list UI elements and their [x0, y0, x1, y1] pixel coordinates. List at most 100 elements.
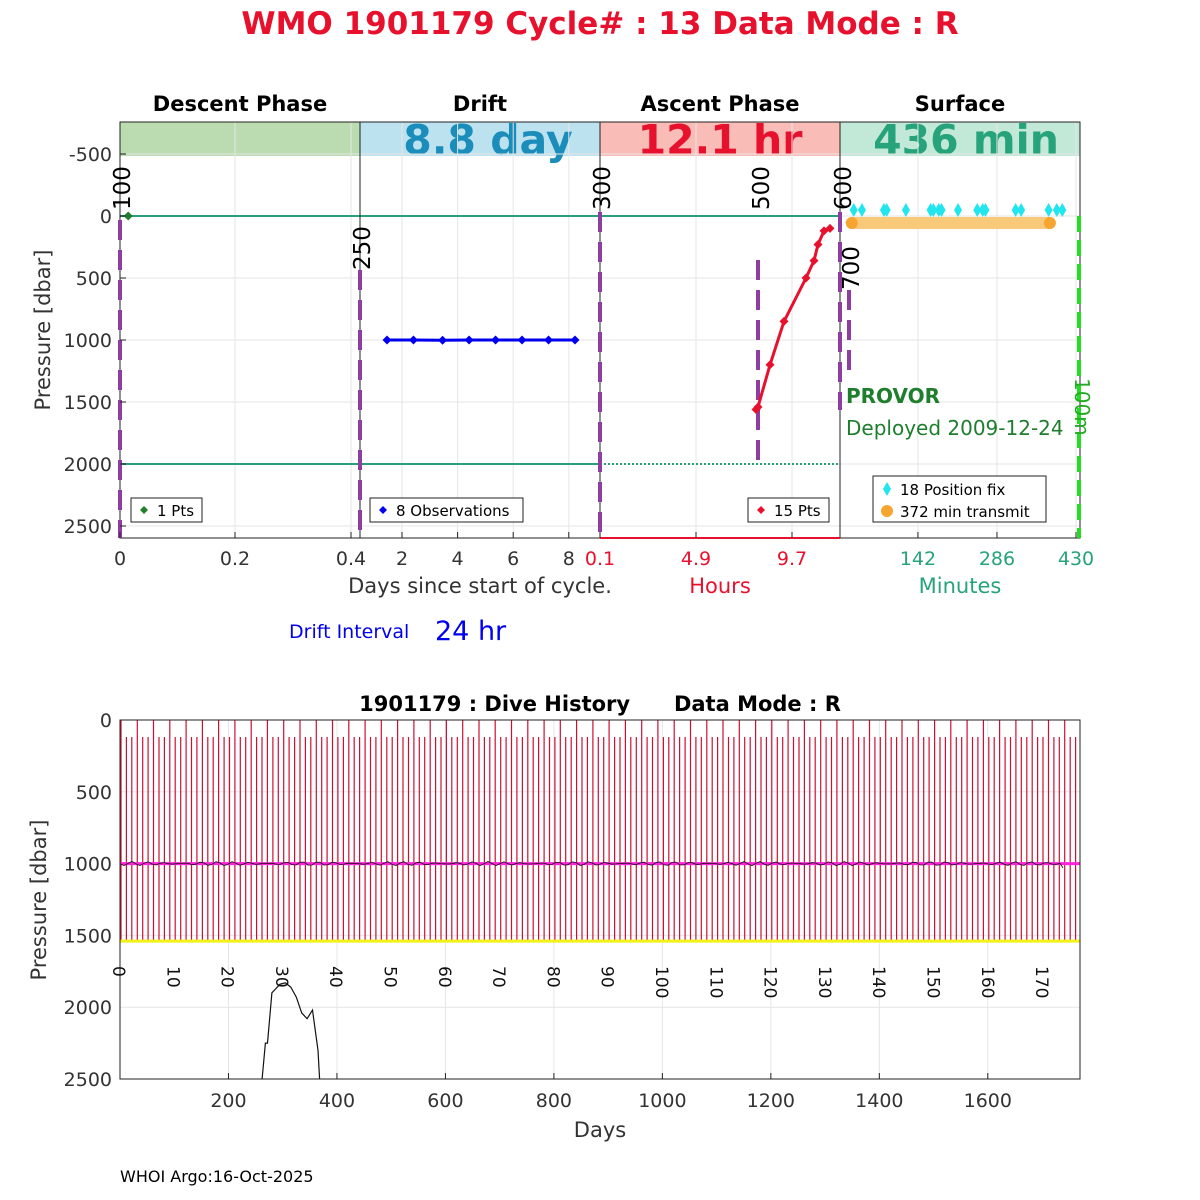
- top-x-tick-label: 8: [563, 548, 575, 570]
- marker-label-250: 250: [350, 226, 376, 270]
- legend-ascent: 15 Pts: [747, 497, 830, 523]
- top-y-tick-label: 1000: [64, 330, 112, 352]
- drift-interval-value: 24 hr: [435, 616, 507, 647]
- history-data: [119, 720, 1080, 1080]
- history-cycle-tick-label: 20: [217, 966, 237, 988]
- position-fix-point: [981, 203, 990, 217]
- position-fix-point: [857, 203, 866, 217]
- marker-label-600: 600: [831, 166, 857, 210]
- ascent-point: [765, 360, 775, 370]
- drift-point: [491, 335, 501, 345]
- top-y-tick-label: 2500: [64, 516, 112, 538]
- history-y-tick-label: 0: [100, 710, 112, 732]
- marker-label-500: 500: [749, 166, 775, 210]
- top-x-tick-label: 0.4: [336, 548, 366, 570]
- top-x-tick-label: 0: [114, 548, 126, 570]
- history-cycle-tick-label: 70: [488, 966, 508, 988]
- top-y-tick-label: 2000: [64, 454, 112, 476]
- phase-duration-ascent: 12.1 hr: [638, 116, 804, 164]
- phase-title-drift: Drift: [453, 92, 507, 116]
- top-x-tick-label: 6: [507, 548, 519, 570]
- deployed-date: Deployed 2009-12-24: [846, 416, 1064, 440]
- transmit-end-point: [1043, 217, 1056, 229]
- top-y-tick-label: 0: [100, 206, 112, 228]
- history-cycle-tick-label: 10: [162, 966, 182, 988]
- history-cycle-tick-label: 120: [760, 966, 780, 998]
- top-x-tick-label: 2: [396, 548, 408, 570]
- top-y-tick-label: 1500: [64, 392, 112, 414]
- history-x-tick-label: 400: [319, 1090, 355, 1112]
- top-x-tick-label: 4.9: [681, 548, 711, 570]
- drift-point: [544, 335, 554, 345]
- history-x-tick-label: 1400: [855, 1090, 903, 1112]
- phase-band-descent: [120, 122, 360, 156]
- legend-drift-label: 8 Observations: [396, 502, 510, 520]
- descent-point: [123, 211, 133, 221]
- position-fix-point: [1052, 203, 1061, 217]
- position-fix-point: [954, 203, 963, 217]
- ascent-point: [825, 223, 835, 233]
- history-y-tick-label: 1000: [64, 854, 112, 876]
- history-cycle-tick-label: 170: [1031, 966, 1051, 998]
- history-grid: [120, 719, 1080, 1080]
- figure-title: WMO 1901179 Cycle# : 13 Data Mode : R: [241, 6, 958, 42]
- top-x-tick-label: 0.2: [220, 548, 250, 570]
- position-fix-point: [1011, 203, 1020, 217]
- legend-descent: 1 Pts: [130, 497, 203, 523]
- top-y-tick-label: -500: [69, 144, 112, 166]
- position-fix-point: [882, 203, 891, 217]
- legend-descent-label: 1 Pts: [157, 502, 194, 520]
- history-cycle-tick-label: 0: [108, 966, 128, 977]
- position-fix-point: [929, 203, 938, 217]
- ascent-point: [779, 316, 789, 326]
- top-x-tick-label: 286: [979, 548, 1015, 570]
- history-cycle-tick-label: 100: [651, 966, 671, 998]
- drift-point: [464, 335, 474, 345]
- drift-interval-label: Drift Interval: [289, 621, 409, 643]
- top-x-tick-label: 142: [900, 548, 936, 570]
- history-title: 1901179 : Dive History Data Mode : R: [359, 692, 841, 716]
- legend-drift: 8 Observations: [369, 497, 524, 523]
- legend-surface-fix-label: 18 Position fix: [900, 481, 1005, 499]
- phase-band-ascent: [600, 122, 840, 156]
- history-x-tick-label: 200: [210, 1090, 246, 1112]
- history-ylabel: Pressure [dbar]: [27, 820, 51, 981]
- history-cycle-tick-label: 90: [597, 966, 617, 988]
- history-x-ticks: 200 400 600 800 1000 1200 1400 1600: [210, 1073, 1012, 1112]
- ascent-point: [813, 240, 823, 250]
- park-trace: [119, 861, 1064, 869]
- history-y-tick-label: 500: [76, 782, 112, 804]
- top-ylabel: Pressure [dbar]: [31, 250, 55, 411]
- position-fix-point: [1017, 203, 1026, 217]
- history-cycle-tick-label: 160: [977, 966, 997, 998]
- marker-label-100: 100: [110, 166, 136, 210]
- history-cycle-tick-label: 30: [271, 966, 291, 988]
- legend-surface: 18 Position fix 372 min transmit: [872, 475, 1047, 523]
- top-x-tick-label: 0.1: [585, 548, 615, 570]
- drift-point: [438, 335, 448, 345]
- drift-point: [408, 335, 418, 345]
- position-fix-point: [901, 203, 910, 217]
- history-x-tick-label: 1600: [964, 1090, 1012, 1112]
- marker-label-100m: 100m: [1070, 378, 1094, 436]
- phase-band-drift: [360, 122, 600, 156]
- float-type: PROVOR: [846, 384, 940, 408]
- phase-title-ascent: Ascent Phase: [641, 92, 800, 116]
- drift-point: [382, 335, 392, 345]
- position-fix-point: [849, 203, 858, 217]
- drift-point: [517, 335, 527, 345]
- position-fix-point: [1044, 203, 1053, 217]
- phase-title-surface: Surface: [915, 92, 1005, 116]
- position-fix-point: [937, 203, 946, 217]
- top-data: [123, 203, 1067, 414]
- profile-spikes: [120, 720, 1077, 942]
- history-y-tick-label: 2500: [64, 1069, 112, 1091]
- legend-surface-transmit-label: 372 min transmit: [900, 503, 1030, 521]
- top-x-ticks: 0 0.2 0.4 2 4 6 8 0.1 4.9 9.7 142 286 430: [114, 532, 1094, 570]
- history-y-ticks: 0 500 1000 1500 2000 2500: [64, 710, 112, 1091]
- history-cycle-tick-label: 130: [814, 966, 834, 998]
- marker-label-700: 700: [839, 246, 865, 290]
- history-cycle-tick-label: 80: [542, 966, 562, 988]
- ascent-line: [754, 227, 831, 411]
